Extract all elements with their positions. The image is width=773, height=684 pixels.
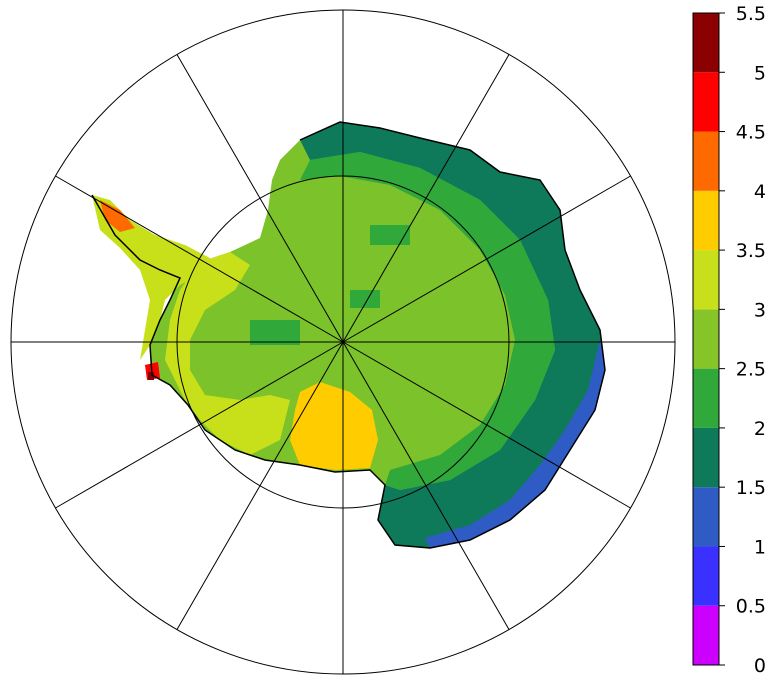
meridian-line — [176, 341, 344, 630]
colorbar-bin — [693, 131, 719, 191]
colorbar-bin — [693, 546, 719, 606]
band-2-5 — [300, 152, 555, 490]
colorbar-tick-label: 1 — [754, 536, 766, 558]
colorbar-tick-label: 3.5 — [736, 240, 766, 262]
colorbar-tick-label: 5.5 — [736, 3, 766, 25]
peninsula-base — [92, 195, 210, 360]
colorbar-tick-label: 0.5 — [736, 596, 766, 618]
meridian-line — [342, 175, 631, 343]
colorbar-frame — [692, 12, 720, 666]
colorbar-tick-label: 0 — [754, 655, 766, 677]
colorbar-tick-label: 3 — [754, 299, 766, 321]
colorbar-bin — [693, 605, 719, 665]
graticule — [10, 9, 676, 675]
meridian-line — [55, 341, 344, 509]
west-high-band — [165, 252, 290, 455]
patch — [350, 290, 380, 308]
meridian-line — [342, 341, 510, 630]
colorbar-tick-label: 2 — [754, 418, 766, 440]
band-1-5 — [425, 340, 605, 548]
antarctica-polar-map — [10, 9, 676, 675]
meridian-line — [342, 54, 510, 343]
meridian-line — [55, 175, 344, 343]
colorbar-tick-label: 4 — [754, 181, 766, 203]
colorbar-bin — [693, 250, 719, 310]
colorbar-tick-label: 4.5 — [736, 122, 766, 144]
colorbar-bin — [693, 309, 719, 369]
coastline — [91, 121, 606, 549]
colorbar-tick-label: 2.5 — [736, 359, 766, 381]
colorbar-bin — [693, 13, 719, 73]
coastal-band-2 — [300, 122, 605, 548]
colorbar-tick-label: 1.5 — [736, 477, 766, 499]
meridian-line — [176, 54, 344, 343]
colorbar-bin — [693, 368, 719, 428]
colorbar-bin — [693, 427, 719, 488]
meridian-line — [342, 341, 631, 509]
colorbar-bin — [693, 190, 719, 251]
peninsula-orange — [100, 200, 135, 232]
patch — [370, 225, 410, 245]
colorbar-bin — [693, 72, 719, 132]
patch — [250, 320, 300, 345]
colorbar-tick-label: 5 — [754, 62, 766, 84]
ross-ice-shelf — [290, 382, 378, 470]
colorbar-bin — [693, 487, 719, 547]
